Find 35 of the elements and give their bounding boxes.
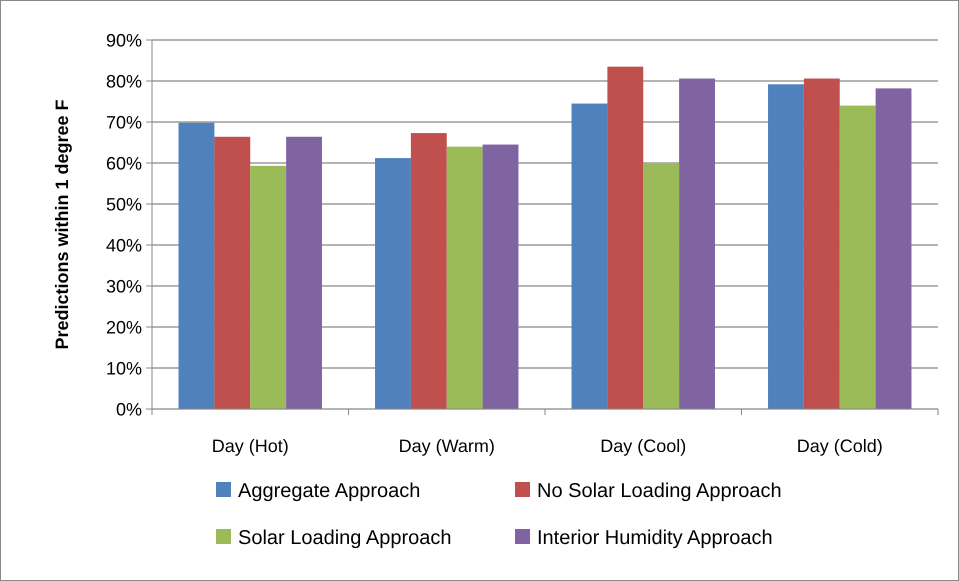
y-tick-label: 30%	[106, 276, 142, 296]
bar	[572, 104, 608, 409]
y-axis-title: Predictions within 1 degree F	[52, 99, 72, 350]
x-tick-label: Day (Cool)	[600, 436, 686, 456]
bar	[840, 106, 876, 409]
x-tick-label: Day (Cold)	[796, 436, 883, 456]
y-tick-label: 0%	[116, 399, 142, 420]
bar	[446, 146, 483, 409]
bar	[178, 122, 214, 409]
bar	[214, 136, 250, 409]
bar	[804, 78, 840, 409]
bar	[482, 144, 518, 409]
x-tick-label: Day (Hot)	[212, 436, 289, 456]
bar	[375, 158, 411, 409]
legend-label: Solar Loading Approach	[238, 527, 452, 549]
bar	[250, 166, 286, 409]
bar	[768, 84, 804, 409]
bar	[410, 133, 447, 409]
y-tick-label: 20%	[106, 317, 142, 338]
y-tick-label: 90%	[106, 30, 142, 50]
y-tick-label: 60%	[106, 153, 142, 174]
bar	[643, 164, 680, 409]
bar	[679, 78, 715, 409]
legend-label: Interior Humidity Approach	[537, 527, 773, 549]
y-tick-label: 40%	[106, 235, 142, 256]
x-tick-label: Day (Warm)	[398, 436, 495, 456]
legend-label: Aggregate Approach	[238, 480, 420, 502]
y-tick-label: 80%	[106, 71, 142, 92]
y-tick-label: 70%	[106, 112, 142, 132]
legend-label: No Solar Loading Approach	[537, 480, 782, 502]
y-tick-label: 10%	[106, 358, 142, 378]
y-tick-label: 50%	[106, 194, 142, 214]
bar	[876, 88, 912, 409]
bar	[607, 66, 644, 409]
bar	[286, 136, 322, 409]
